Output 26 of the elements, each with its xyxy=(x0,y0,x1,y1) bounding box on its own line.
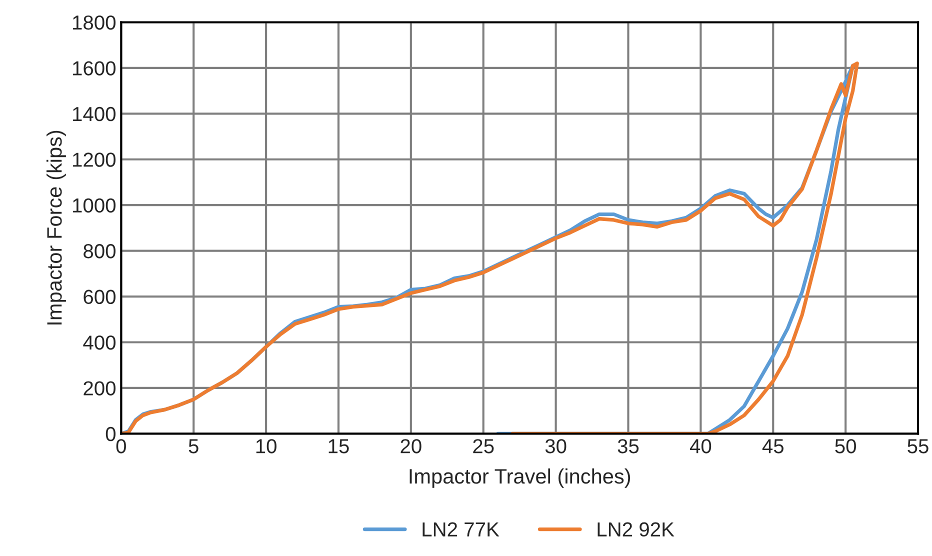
legend-label: LN2 92K xyxy=(598,522,674,537)
x-tick-label: 5 xyxy=(188,439,198,454)
y-tick-label: 400 xyxy=(83,335,116,350)
legend-label: LN2 77K xyxy=(422,522,500,536)
x-tick-label: 20 xyxy=(400,439,422,454)
y-tick-label: 1000 xyxy=(73,198,116,213)
y-tick-label: 600 xyxy=(84,290,116,304)
x-tick-label: 35 xyxy=(618,439,639,454)
y-tick-label: 800 xyxy=(84,244,116,258)
x-tick-label: 10 xyxy=(256,439,276,454)
x-tick-label: 55 xyxy=(908,439,928,454)
y-tick-label: 1200 xyxy=(73,152,116,167)
y-axis-title: Impactor Force (kips) xyxy=(46,130,66,324)
y-tick-label: 1800 xyxy=(73,15,116,30)
x-tick-label: 25 xyxy=(473,439,494,454)
y-tick-label: 0 xyxy=(106,426,116,442)
x-tick-label: 50 xyxy=(835,439,856,454)
x-tick-label: 40 xyxy=(690,439,712,454)
x-tick-label: 15 xyxy=(328,439,349,454)
y-tick-label: 200 xyxy=(84,381,116,396)
y-tick-label: 1400 xyxy=(73,106,116,122)
x-tick-label: 0 xyxy=(116,439,126,454)
x-tick-label: 45 xyxy=(762,439,784,454)
x-tick-label: 30 xyxy=(545,439,566,454)
x-axis-title: Impactor Travel (inches) xyxy=(410,468,630,488)
y-tick-label: 1600 xyxy=(73,61,116,76)
